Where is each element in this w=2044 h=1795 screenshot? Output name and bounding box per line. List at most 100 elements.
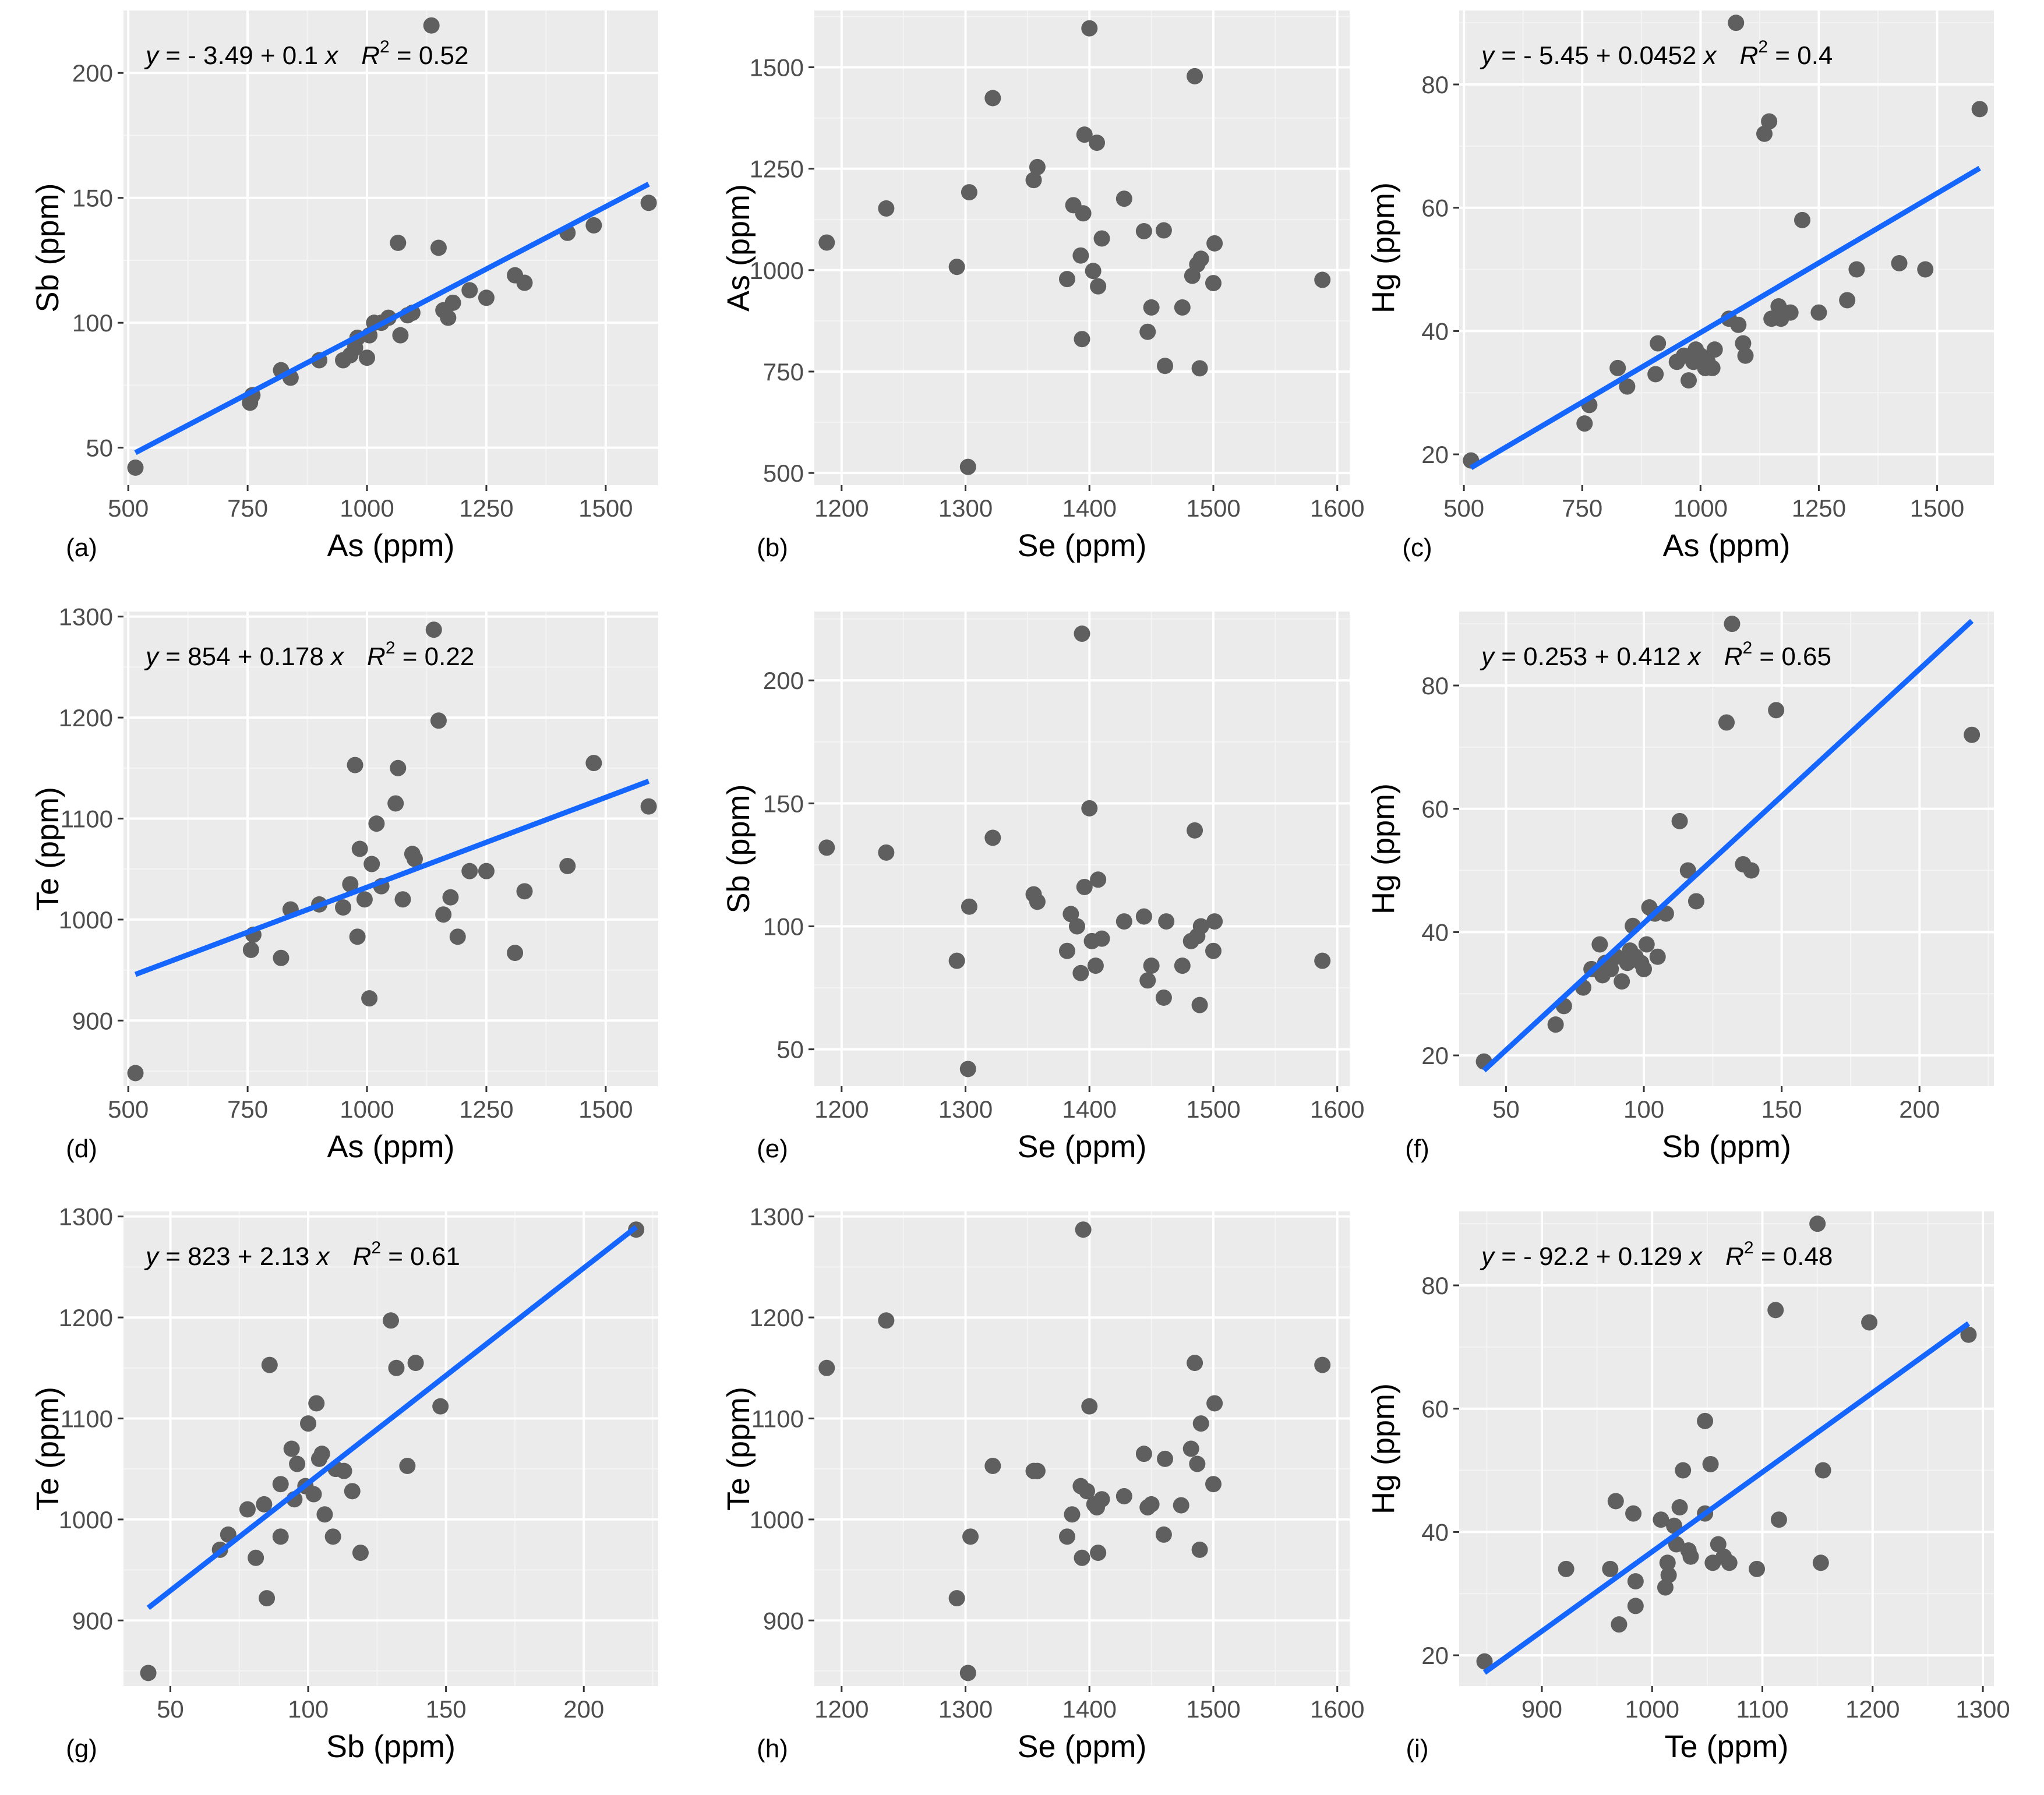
- data-point: [1960, 1326, 1977, 1343]
- equation-rhs: = - 3.49 + 0.1: [158, 41, 325, 70]
- data-point: [1607, 1493, 1624, 1510]
- data-point: [1314, 1356, 1331, 1373]
- x-tick-label: 500: [108, 1096, 149, 1123]
- data-point: [1767, 1302, 1784, 1319]
- data-point: [1076, 126, 1093, 143]
- equation-rhs: = 0.253 + 0.412: [1494, 642, 1688, 671]
- data-point: [308, 1395, 325, 1412]
- data-point: [127, 459, 144, 476]
- x-tick-label: 200: [563, 1695, 604, 1723]
- data-point: [1917, 261, 1934, 278]
- data-point: [1627, 1573, 1644, 1590]
- data-point: [1671, 812, 1688, 829]
- equation-xvar: x: [1703, 41, 1718, 70]
- y-tick-label: 150: [763, 790, 804, 817]
- data-point: [324, 1528, 341, 1545]
- y-tick-label: 20: [1421, 1642, 1449, 1669]
- data-point: [1192, 918, 1209, 935]
- data-point: [289, 1455, 306, 1472]
- panel-label: (h): [757, 1734, 788, 1763]
- y-tick-label: 1500: [750, 54, 804, 82]
- data-point: [1688, 893, 1704, 910]
- data-point: [1710, 1536, 1727, 1553]
- data-point: [1314, 952, 1331, 969]
- regression-line: [146, 1225, 638, 1610]
- y-tick-label: 20: [1421, 441, 1449, 468]
- x-axis-title: Se (ppm): [1017, 528, 1146, 563]
- panel-label: (b): [757, 533, 788, 562]
- data-point: [1770, 1511, 1787, 1528]
- data-point: [1115, 913, 1132, 930]
- y-axis-title: Te (ppm): [30, 787, 65, 911]
- data-point: [368, 815, 385, 832]
- data-point: [1075, 1221, 1092, 1238]
- data-point: [818, 234, 835, 251]
- data-point: [1743, 862, 1760, 879]
- x-tick-label: 1600: [1310, 1695, 1364, 1723]
- data-point: [363, 856, 380, 872]
- x-tick-label: 150: [1761, 1096, 1802, 1123]
- data-point: [349, 928, 366, 945]
- data-point: [347, 757, 363, 773]
- data-point: [585, 217, 602, 234]
- equation-r2-val: = 0.48: [1754, 1242, 1833, 1271]
- data-point: [406, 850, 423, 867]
- scatter-panel-f: 50 100 150 200 20 40 60 80 y = 0.253 + 0.412 x R2…: [1366, 612, 1994, 1164]
- data-point: [1074, 1549, 1090, 1566]
- data-point: [1075, 205, 1092, 222]
- data-point: [1093, 1491, 1110, 1508]
- data-point: [559, 857, 576, 874]
- data-point: [425, 621, 442, 638]
- data-point: [1064, 1506, 1081, 1523]
- data-point: [313, 1446, 330, 1462]
- data-point: [984, 90, 1001, 107]
- equation-r2-sup: 2: [386, 638, 396, 658]
- x-tick-label: 1100: [1736, 1695, 1788, 1723]
- x-axis-title: As (ppm): [327, 1129, 454, 1164]
- data-point: [1810, 304, 1827, 321]
- equation-r2-var: R: [1740, 41, 1759, 70]
- x-axis-title: Sb (ppm): [326, 1729, 456, 1764]
- scatter-panel-a: 500 750 1000 1250 1500 50 100 150 200 y = - 3.49 …: [30, 10, 658, 563]
- data-point: [1081, 800, 1098, 817]
- data-point: [1809, 1215, 1826, 1232]
- x-tick-label: 200: [1899, 1096, 1940, 1123]
- data-point: [272, 1528, 289, 1545]
- data-point: [1158, 913, 1175, 930]
- scatter-panel-i: 900 1000 1100 1200 1300 20 40 60 80 y = - 92.2 + …: [1366, 1211, 2010, 1764]
- x-tick-label: 1400: [1062, 1096, 1117, 1123]
- x-tick-label: 50: [1492, 1096, 1520, 1123]
- x-tick-label: 1300: [938, 1096, 993, 1123]
- y-axis-title: Hg (ppm): [1366, 182, 1401, 313]
- data-point: [361, 990, 378, 1007]
- x-axis-title: Se (ppm): [1017, 1129, 1146, 1164]
- data-point: [962, 1528, 979, 1545]
- data-point: [356, 891, 373, 908]
- y-tick-label: 1000: [59, 906, 113, 934]
- data-point: [1058, 1528, 1075, 1545]
- data-point: [1839, 292, 1856, 309]
- data-point: [359, 349, 376, 366]
- data-point: [1761, 113, 1778, 130]
- equation-r2-sup: 2: [1758, 37, 1768, 56]
- data-point: [1143, 299, 1160, 316]
- x-tick-label: 1500: [1186, 1695, 1240, 1723]
- data-point: [1681, 372, 1697, 389]
- data-point: [1187, 1355, 1203, 1372]
- data-point: [1174, 957, 1191, 974]
- equation-xvar: x: [330, 642, 345, 671]
- data-point: [1602, 960, 1619, 977]
- x-tick-label: 1250: [459, 1096, 513, 1123]
- data-point: [1602, 1560, 1619, 1577]
- equation-lhs: y: [1480, 1242, 1496, 1271]
- data-point: [461, 863, 478, 879]
- regression-equation: y = 854 + 0.178 x R2 = 0.22: [144, 638, 474, 671]
- data-point: [1728, 15, 1745, 31]
- data-point: [1025, 172, 1042, 189]
- data-point: [127, 1065, 144, 1082]
- data-point: [1135, 1446, 1152, 1462]
- data-point: [1068, 918, 1085, 935]
- data-point: [959, 1061, 976, 1077]
- data-point: [1735, 335, 1752, 352]
- data-point: [399, 1457, 416, 1474]
